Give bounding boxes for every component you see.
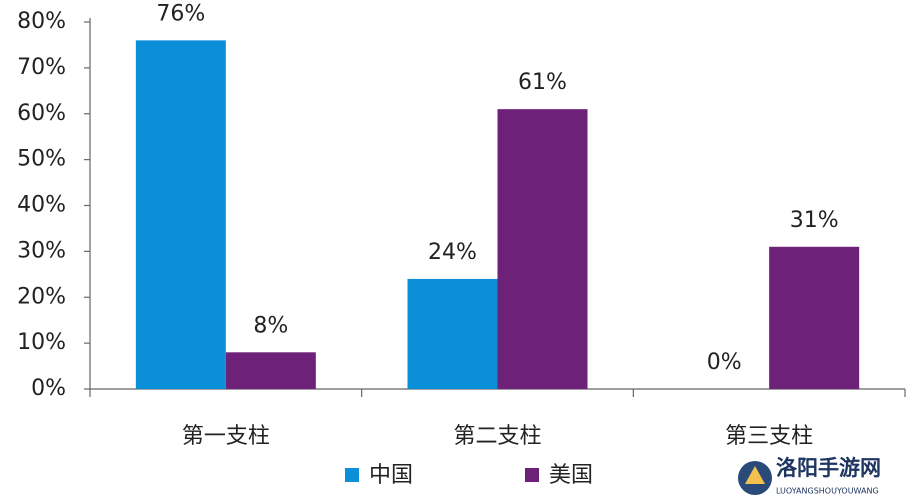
watermark-subtitle: LUOYANGSHOUYOUWANG bbox=[776, 487, 879, 496]
y-tick-label: 60% bbox=[17, 101, 66, 126]
value-label: 31% bbox=[790, 208, 839, 233]
y-tick-label: 0% bbox=[31, 376, 66, 401]
y-tick-label: 70% bbox=[17, 55, 66, 80]
y-tick-label: 20% bbox=[17, 284, 66, 309]
value-label: 76% bbox=[156, 1, 205, 26]
x-tick-label: 第一支柱 bbox=[182, 424, 270, 449]
y-tick-label: 40% bbox=[17, 193, 66, 218]
x-tick-label: 第三支柱 bbox=[725, 424, 813, 449]
bar bbox=[407, 278, 498, 389]
legend-swatch bbox=[525, 468, 539, 482]
bar bbox=[497, 109, 588, 389]
x-tick-label: 第二支柱 bbox=[453, 424, 541, 449]
value-label: 24% bbox=[428, 240, 477, 265]
y-tick-label: 10% bbox=[17, 330, 66, 355]
bar bbox=[225, 352, 316, 389]
legend-label: 美国 bbox=[549, 463, 593, 488]
y-tick-label: 80% bbox=[17, 9, 66, 34]
value-label: 0% bbox=[707, 350, 742, 375]
value-label: 8% bbox=[253, 313, 288, 338]
watermark-title: 洛阳手游网 bbox=[776, 456, 881, 480]
y-tick-label: 50% bbox=[17, 147, 66, 172]
bar bbox=[135, 40, 226, 389]
y-tick-label: 30% bbox=[17, 238, 66, 263]
legend-label: 中国 bbox=[369, 463, 413, 488]
legend-swatch bbox=[345, 468, 359, 482]
watermark-logo-mark bbox=[745, 466, 765, 484]
bar bbox=[769, 246, 860, 389]
watermark: 洛阳手游网 LUOYANGSHOUYOUWANG bbox=[738, 456, 881, 496]
value-label: 61% bbox=[518, 70, 567, 95]
